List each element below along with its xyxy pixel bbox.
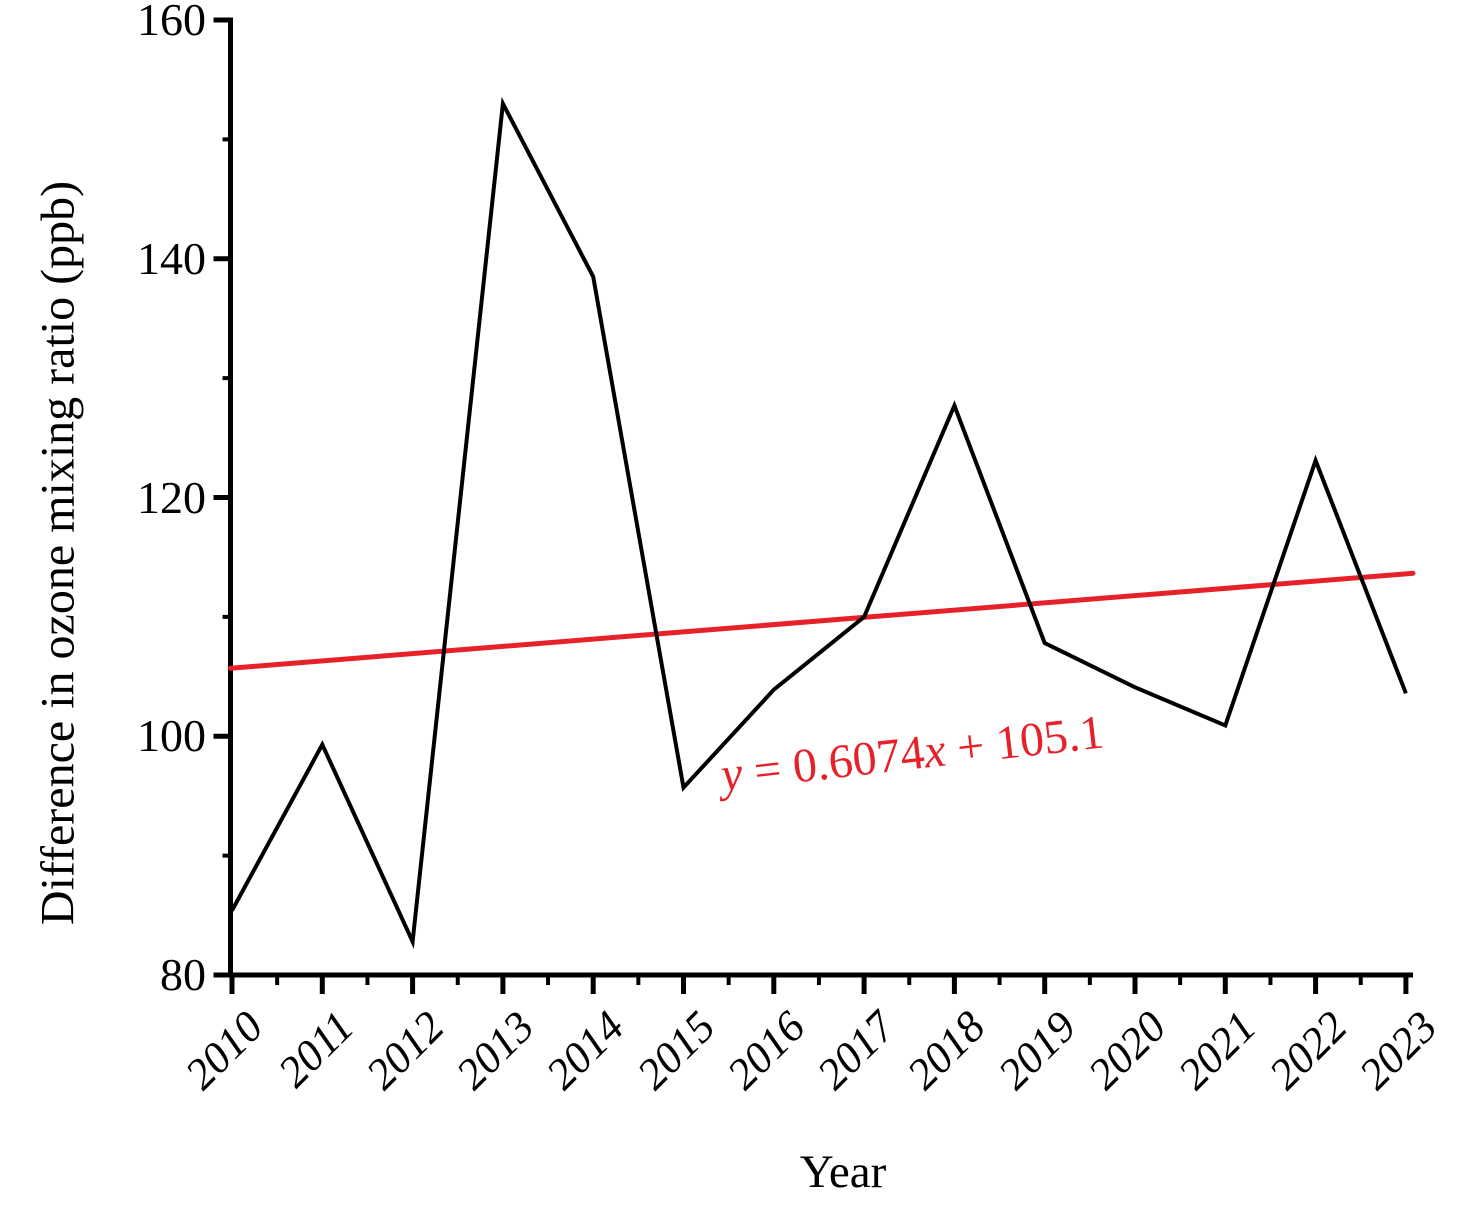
y-axis-title: Difference in ozone mixing ratio (ppb) [31,180,85,926]
data-line [230,96,1408,950]
x-axis-title: Year [799,1146,887,1198]
y-tick-label: 80 [160,949,206,1000]
y-tick-label: 140 [137,232,206,284]
trend-line [228,570,1416,671]
y-tick-label: 120 [137,471,206,523]
y-tick-label: 160 [137,0,206,45]
y-tick-label: 100 [137,710,206,762]
